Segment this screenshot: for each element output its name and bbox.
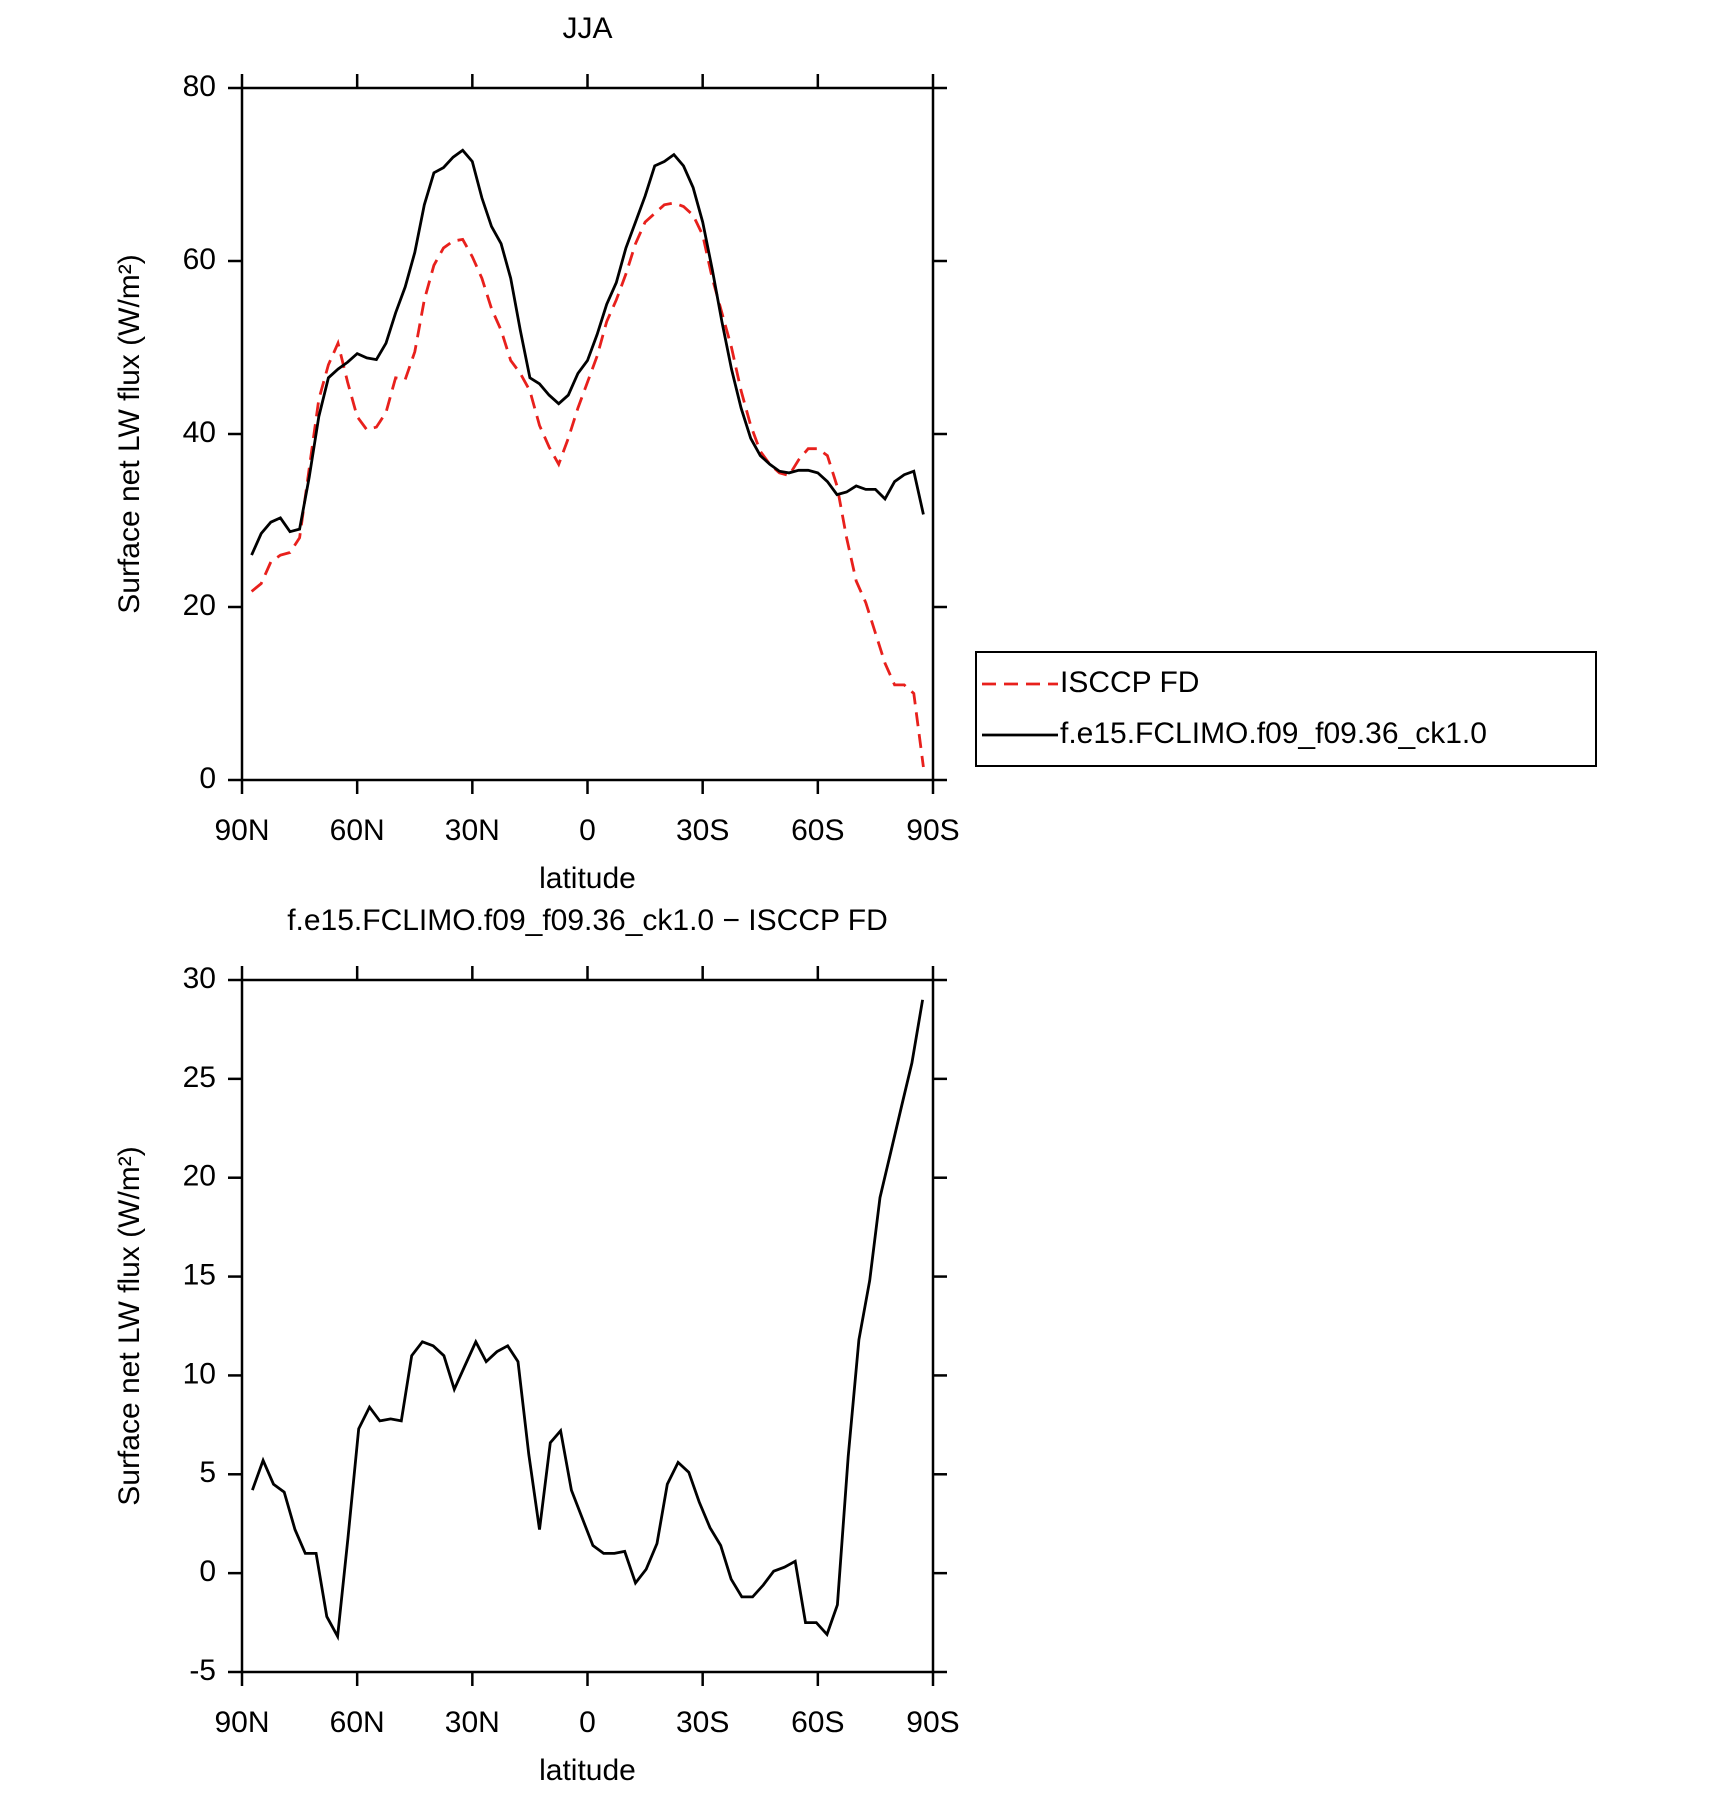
y-tick-label: 0	[199, 762, 216, 795]
x-tick-label: 30N	[445, 814, 500, 847]
legend-box	[975, 651, 1597, 767]
x-tick-label: 60N	[330, 1706, 385, 1739]
y-tick-label: 40	[183, 416, 216, 449]
x-tick-label: 30N	[445, 1706, 500, 1739]
y-tick-label: 5	[199, 1456, 216, 1489]
y-tick-label: -5	[189, 1654, 216, 1687]
x-tick-label: 60N	[330, 814, 385, 847]
y-tick-label: 0	[199, 1555, 216, 1588]
y-tick-label: 15	[183, 1258, 216, 1291]
legend-label: ISCCP FD	[1060, 666, 1199, 699]
y-tick-label: 80	[183, 70, 216, 103]
y-axis-label: Surface net LW flux (W/m²)	[113, 254, 146, 614]
legend-label: f.e15.FCLIMO.f09_f09.36_ck1.0	[1060, 717, 1487, 750]
x-tick-label: 90S	[906, 1706, 959, 1739]
x-tick-label: 0	[579, 1706, 596, 1739]
data-line	[250, 201, 925, 768]
data-line	[250, 148, 925, 556]
y-tick-label: 20	[183, 1160, 216, 1193]
x-tick-label: 30S	[676, 1706, 729, 1739]
x-tick-label: 90N	[214, 1706, 269, 1739]
x-axis-label: latitude	[539, 862, 636, 895]
data-line	[251, 999, 924, 1642]
y-tick-label: 60	[183, 243, 216, 276]
chart-title: f.e15.FCLIMO.f09_f09.36_ck1.0 − ISCCP FD	[287, 904, 888, 937]
x-tick-label: 60S	[791, 814, 844, 847]
plot-frame	[240, 86, 935, 782]
x-axis-label: latitude	[539, 1754, 636, 1787]
x-tick-label: 0	[579, 814, 596, 847]
x-tick-label: 90S	[906, 814, 959, 847]
x-tick-label: 30S	[676, 814, 729, 847]
y-axis-label: Surface net LW flux (W/m²)	[113, 1146, 146, 1506]
y-tick-label: 25	[183, 1061, 216, 1094]
y-tick-label: 30	[183, 962, 216, 995]
y-tick-label: 20	[183, 589, 216, 622]
chart-title: JJA	[562, 12, 612, 45]
y-tick-label: 10	[183, 1357, 216, 1390]
x-tick-label: 90N	[214, 814, 269, 847]
x-tick-label: 60S	[791, 1706, 844, 1739]
